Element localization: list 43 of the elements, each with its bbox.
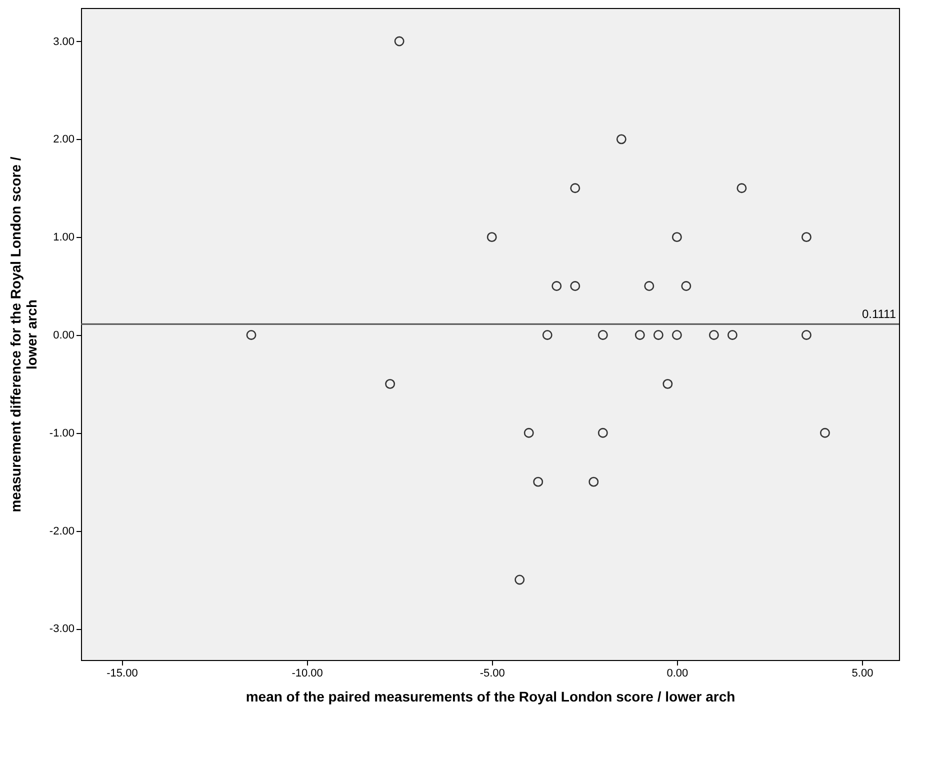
y-tick-label: 0.00: [53, 329, 74, 342]
point: [385, 378, 396, 389]
x-tick-label: 0.00: [666, 668, 688, 680]
point: [727, 330, 738, 340]
y-tick-label: 2.00: [53, 134, 74, 146]
point: [514, 574, 525, 585]
point: [570, 183, 580, 194]
ref-line-label: 0.1111: [862, 307, 896, 322]
point: [801, 232, 812, 242]
x-tick-label: 5.00: [852, 668, 874, 680]
point: [588, 476, 599, 487]
point: [634, 330, 645, 340]
point: [394, 36, 404, 46]
point: [662, 378, 673, 389]
point: [736, 183, 747, 194]
point: [552, 281, 562, 291]
point: [644, 281, 654, 291]
point: [820, 428, 830, 438]
point: [524, 428, 534, 438]
point: [616, 134, 626, 144]
point: [672, 330, 682, 340]
point: [708, 330, 719, 340]
y-tick-label: -2.00: [49, 525, 74, 538]
point: [681, 281, 692, 291]
point: [533, 476, 544, 487]
x-tick-label: -5.00: [480, 668, 505, 680]
point: [653, 330, 664, 340]
point: [486, 232, 497, 242]
point: [598, 330, 608, 340]
x-tick-label: -10.00: [292, 668, 323, 680]
y-tick-label: -1.00: [49, 427, 74, 440]
point: [598, 428, 608, 438]
x-axis-title: mean of the paired measurements of the Royal London score / lower arch: [246, 688, 736, 704]
y-tick-label: 3.00: [53, 36, 74, 48]
point: [542, 330, 552, 340]
y-axis-title: measurement difference for the Royal London score / lower arch: [7, 156, 40, 512]
x-tick-label: -15.00: [106, 668, 138, 680]
y-tick-label: -3.00: [49, 623, 74, 636]
point: [570, 281, 580, 291]
y-tick-label: 1.00: [53, 232, 74, 244]
point: [672, 232, 682, 242]
point: [246, 330, 256, 340]
point: [801, 330, 812, 340]
